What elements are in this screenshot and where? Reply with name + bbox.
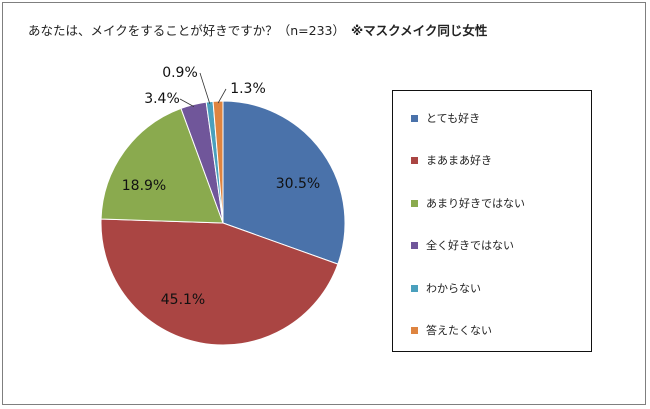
data-label-3: 18.9% <box>122 178 166 194</box>
chart-title-note: ※マスクメイク同じ女性 <box>351 23 488 38</box>
legend-swatch-3 <box>411 199 418 207</box>
legend-swatch-2 <box>411 156 418 164</box>
legend-label-2: まあまあ好き <box>426 154 492 167</box>
data-label-2: 45.1% <box>161 292 205 308</box>
data-label-5: 0.9% <box>162 65 198 81</box>
legend-item-1: とても好き <box>411 110 480 126</box>
chart-title: あなたは、メイクをすることが好きですか？（n=233） ※マスクメイク同じ女性 <box>28 20 487 39</box>
pie-slice-2 <box>100 218 339 346</box>
legend-item-2: まあまあ好き <box>411 152 492 168</box>
leader-line-5 <box>199 72 211 104</box>
legend: とても好きまあまあ好きあまり好きではない 全く好きではない わからない答えたくない <box>392 90 592 352</box>
legend-label-5: わからない <box>426 282 481 295</box>
data-label-4: 3.4% <box>144 91 180 107</box>
data-label-1: 30.5% <box>276 176 320 192</box>
legend-item-3: あまり好きではない <box>411 195 525 211</box>
pie-slice-6 <box>212 100 224 224</box>
chart-title-text: あなたは、メイクをすることが好きですか？（n=233） <box>28 23 346 38</box>
pie-slice-1 <box>222 100 346 265</box>
legend-label-1: とても好き <box>426 112 481 125</box>
legend-swatch-6 <box>411 326 418 334</box>
legend-item-6: 答えたくない <box>411 322 492 338</box>
legend-item-5: わからない <box>411 280 481 296</box>
legend-label-4: 全く好きではない <box>426 239 514 252</box>
leader-line-4 <box>179 98 195 107</box>
data-label-6: 1.3% <box>230 81 266 97</box>
leader-line-6 <box>217 88 227 104</box>
legend-label-3: あまり好きではない <box>426 197 525 210</box>
legend-item-4: 全く好きではない <box>411 237 514 253</box>
legend-label-6: 答えたくない <box>426 324 492 337</box>
legend-swatch-4 <box>411 241 418 249</box>
pie-slice-3 <box>100 107 224 224</box>
legend-swatch-5 <box>411 284 418 292</box>
legend-swatch-1 <box>411 114 418 122</box>
